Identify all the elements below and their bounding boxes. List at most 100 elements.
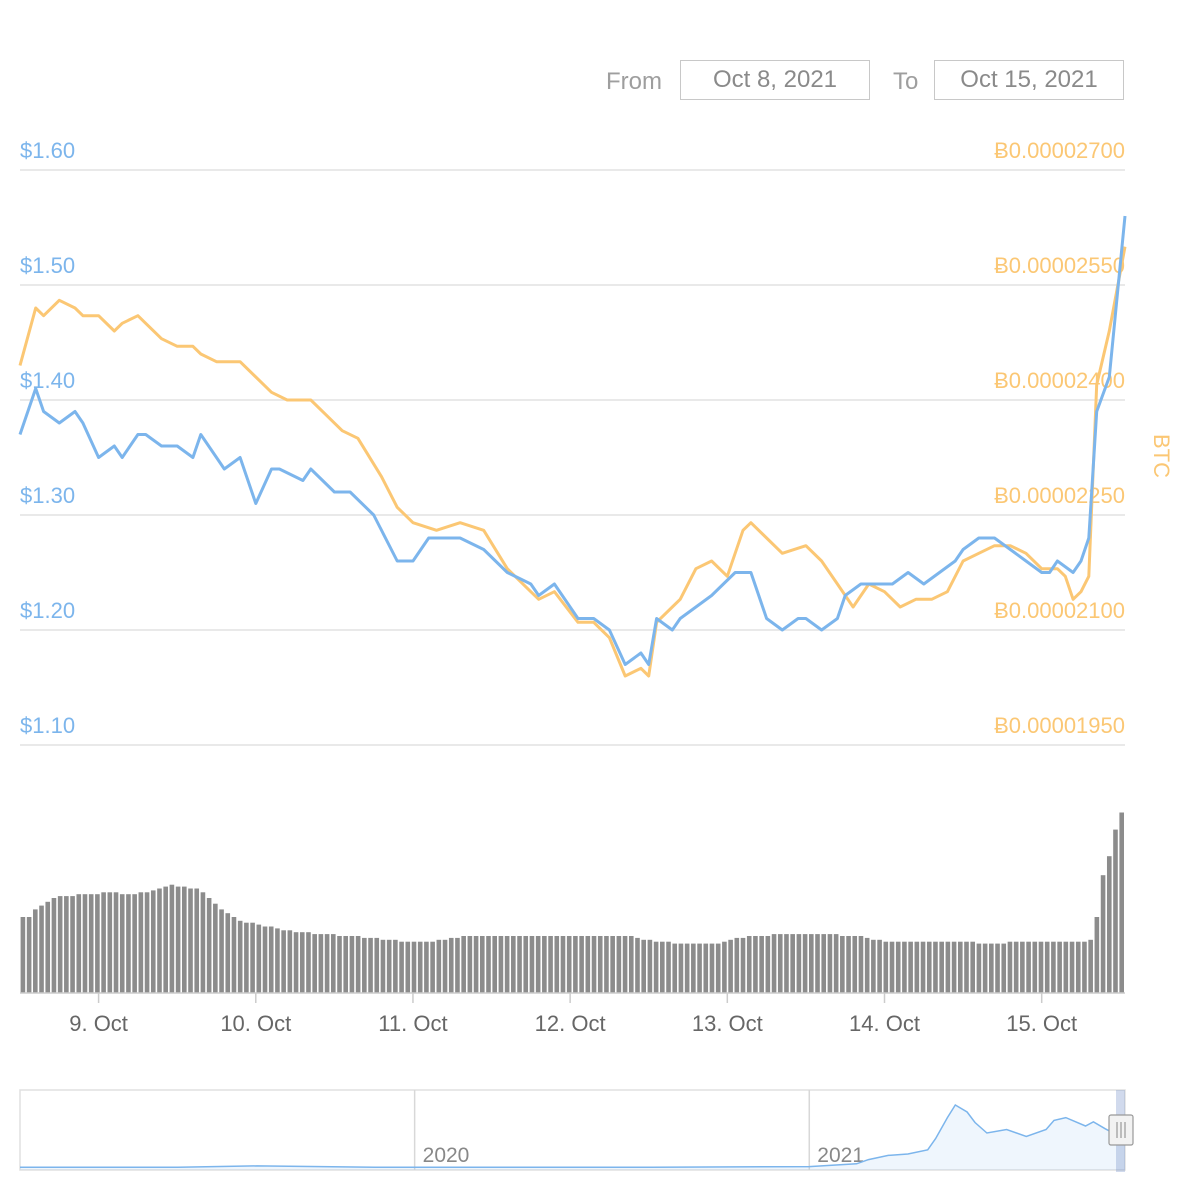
usd-tick-label: $1.10 bbox=[20, 713, 75, 738]
volume-bar bbox=[448, 937, 454, 993]
volume-bar bbox=[33, 909, 38, 993]
volume-bar bbox=[722, 941, 727, 993]
volume-bar bbox=[138, 892, 144, 993]
x-tick-label: 11. Oct bbox=[378, 1011, 447, 1036]
grid-lines bbox=[20, 169, 1125, 746]
volume-bar bbox=[864, 937, 870, 993]
volume-bar bbox=[312, 934, 317, 993]
date-range-selector: From Oct 8, 2021 To Oct 15, 2021 bbox=[0, 60, 1200, 104]
volume-bar bbox=[417, 941, 423, 993]
volume-bar bbox=[473, 936, 479, 993]
volume-bar bbox=[610, 936, 615, 993]
btc-tick-label: Ƀ0.00002550 bbox=[994, 253, 1125, 278]
volume-bar bbox=[1020, 941, 1025, 993]
volume-bar bbox=[306, 932, 311, 993]
volume-bar bbox=[753, 936, 758, 993]
volume-bar bbox=[833, 934, 839, 993]
volume-bar bbox=[430, 941, 435, 993]
volume-bar bbox=[647, 939, 653, 993]
volume-bar bbox=[877, 939, 882, 993]
volume-bar bbox=[1032, 941, 1038, 993]
volume-bar bbox=[895, 941, 901, 993]
volume-bar bbox=[964, 941, 969, 993]
volume-bar bbox=[231, 917, 237, 993]
volume-bar bbox=[970, 941, 976, 993]
volume-bar bbox=[542, 936, 547, 993]
volume-bar bbox=[566, 936, 572, 993]
volume-bar bbox=[293, 932, 299, 993]
x-tick-label: 13. Oct bbox=[692, 1011, 763, 1036]
to-date-input[interactable]: Oct 15, 2021 bbox=[934, 60, 1124, 100]
volume-bar bbox=[852, 936, 858, 993]
volume-bar bbox=[126, 894, 131, 993]
volume-bar bbox=[939, 941, 944, 993]
volume-bar bbox=[1057, 941, 1062, 993]
volume-bar bbox=[666, 941, 671, 993]
volume-bar bbox=[39, 905, 44, 993]
volume-bar bbox=[281, 930, 286, 993]
volume-bar bbox=[256, 924, 262, 993]
volume-bar bbox=[467, 936, 473, 993]
btc-tick-label: Ƀ0.00001950 bbox=[994, 713, 1125, 738]
volume-bar bbox=[70, 896, 75, 993]
volume-bar bbox=[486, 936, 491, 993]
volume-bar bbox=[1088, 939, 1093, 993]
volume-bar bbox=[386, 939, 392, 993]
navigator-year-label: 2021 bbox=[817, 1144, 864, 1167]
usd-tick-label: $1.20 bbox=[20, 598, 75, 623]
volume-bar bbox=[101, 892, 106, 993]
volume-bar bbox=[957, 941, 963, 993]
volume-bar bbox=[169, 884, 175, 993]
volume-bar bbox=[318, 934, 324, 993]
volume-bar bbox=[268, 926, 274, 993]
volume-bar bbox=[287, 930, 293, 993]
volume-bar bbox=[299, 932, 305, 993]
to-label: To bbox=[893, 68, 919, 95]
volume-bar bbox=[175, 886, 181, 993]
volume-bar bbox=[573, 936, 578, 993]
volume-bar bbox=[622, 936, 628, 993]
volume-bar bbox=[461, 936, 466, 993]
volume-bar bbox=[703, 943, 709, 993]
volume-bar bbox=[1113, 829, 1118, 993]
volume-bar bbox=[709, 943, 715, 993]
volume-bar bbox=[858, 936, 864, 993]
from-label: From bbox=[606, 68, 662, 95]
navigator-year-label: 2020 bbox=[423, 1144, 470, 1167]
volume-bar bbox=[337, 936, 342, 993]
volume-bar bbox=[1100, 875, 1106, 993]
volume-bar bbox=[188, 888, 193, 993]
from-date-input[interactable]: Oct 8, 2021 bbox=[680, 60, 870, 100]
volume-bar bbox=[989, 943, 994, 993]
usd-price-line bbox=[18, 215, 1127, 666]
btc-tick-label: Ƀ0.00002700 bbox=[994, 138, 1125, 163]
navigator-line bbox=[20, 1103, 1126, 1169]
volume-bar bbox=[790, 934, 795, 993]
volume-bar bbox=[945, 941, 951, 993]
volume-bar bbox=[436, 939, 442, 993]
volume-bar bbox=[182, 886, 187, 993]
volume-bar bbox=[262, 926, 268, 993]
volume-bar bbox=[119, 894, 125, 993]
volume-bar bbox=[511, 936, 516, 993]
volume-bar bbox=[362, 937, 367, 993]
volume-bar bbox=[933, 941, 938, 993]
volume-bar bbox=[237, 920, 243, 993]
volume-bar bbox=[244, 922, 249, 993]
price-lines bbox=[18, 215, 1127, 678]
volume-bar bbox=[616, 936, 622, 993]
volume-bar bbox=[871, 939, 876, 993]
usd-tick-label: $1.30 bbox=[20, 483, 75, 508]
volume-bar bbox=[45, 901, 51, 993]
navigator-area bbox=[20, 1105, 1125, 1170]
volume-bar bbox=[628, 936, 634, 993]
volume-bar bbox=[1082, 941, 1087, 993]
btc-tick-label: Ƀ0.00002100 bbox=[994, 598, 1125, 623]
volume-bar bbox=[920, 941, 926, 993]
volume-bar bbox=[88, 894, 94, 993]
volume-bar bbox=[1038, 941, 1044, 993]
x-tick-label: 12. Oct bbox=[535, 1011, 606, 1036]
navigator[interactable]: 2020 2021 bbox=[19, 1089, 1134, 1172]
volume-bar bbox=[355, 936, 361, 993]
